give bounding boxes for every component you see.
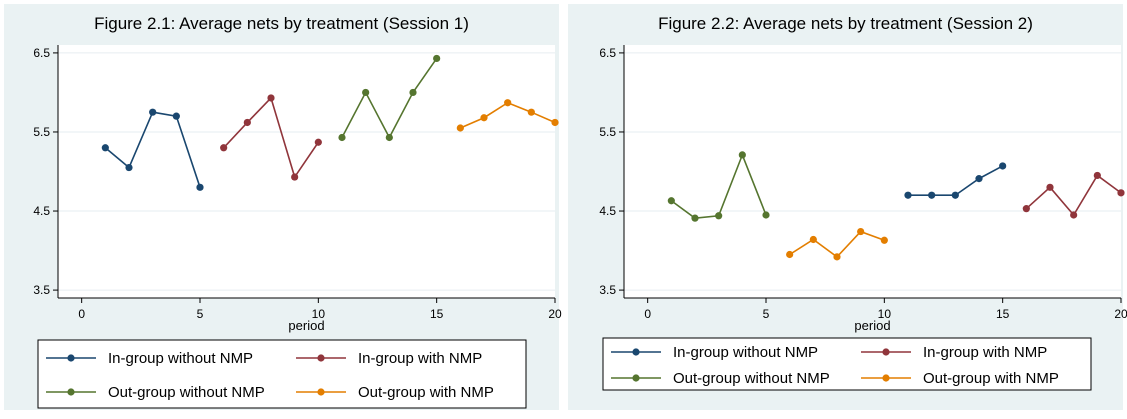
plot-area (58, 45, 555, 298)
legend-marker (67, 354, 75, 362)
x-tick-label: 15 (430, 307, 444, 321)
legend-marker (317, 354, 325, 362)
data-point (715, 212, 723, 220)
legend-label: In-group without NMP (108, 350, 253, 367)
x-tick-label: 20 (548, 307, 562, 321)
data-point (999, 162, 1007, 170)
y-tick-label: 3.5 (33, 283, 50, 297)
legend-label: In-group without NMP (673, 344, 818, 361)
chart-title: Figure 2.1: Average nets by treatment (S… (94, 14, 469, 33)
data-point (833, 253, 841, 261)
data-point (409, 88, 417, 97)
legend-label: Out-group with NMP (923, 370, 1059, 387)
data-point (125, 163, 133, 172)
data-point (786, 250, 794, 259)
legend-marker (882, 348, 890, 356)
data-point (809, 235, 817, 244)
x-tick-label: 0 (78, 307, 85, 321)
data-point (738, 151, 746, 159)
chart-panel-1: Figure 2.1: Average nets by treatment (S… (4, 4, 562, 410)
legend-box (602, 337, 1092, 391)
data-point (338, 133, 346, 142)
plot-area (624, 45, 1121, 298)
data-point (291, 173, 299, 181)
x-tick-label: 10 (312, 307, 326, 321)
x-tick-label: 20 (1114, 307, 1127, 321)
x-tick-label: 15 (996, 307, 1010, 321)
legend-marker (882, 374, 890, 382)
legend-marker (67, 388, 75, 396)
data-point (1117, 189, 1125, 197)
data-point (527, 108, 535, 116)
data-point (101, 144, 109, 152)
chart-title: Figure 2.2: Average nets by treatment (S… (658, 14, 1033, 33)
data-point (1046, 183, 1054, 191)
legend-marker (317, 388, 325, 396)
y-tick-label: 6.5 (599, 46, 616, 60)
data-point (267, 94, 275, 102)
data-point (362, 88, 370, 97)
data-point (880, 236, 888, 244)
data-point (149, 108, 157, 116)
data-point (480, 114, 488, 122)
data-point (1070, 211, 1078, 219)
y-tick-label: 3.5 (599, 283, 616, 297)
data-point (172, 112, 180, 120)
data-point (667, 197, 675, 205)
data-point (243, 118, 251, 127)
y-tick-label: 6.5 (33, 46, 50, 60)
data-point (762, 211, 770, 219)
data-point (504, 99, 512, 107)
data-point (456, 124, 464, 132)
legend-label: In-group with NMP (358, 350, 482, 367)
x-tick-label: 0 (644, 307, 651, 321)
data-point (1022, 205, 1030, 213)
x-tick-label: 10 (878, 307, 892, 321)
data-point (433, 54, 441, 63)
legend-marker (632, 348, 640, 356)
data-point (691, 214, 699, 222)
legend-label: In-group with NMP (923, 344, 1047, 361)
legend: In-group without NMP In-group with NMP Out… (37, 339, 527, 409)
data-point (857, 227, 865, 236)
y-tick-label: 5.5 (599, 125, 616, 139)
x-tick-label: 5 (197, 307, 204, 321)
data-point (196, 183, 204, 191)
data-point (220, 144, 228, 152)
y-tick-label: 5.5 (33, 125, 50, 139)
data-point (385, 133, 393, 142)
y-tick-label: 4.5 (599, 204, 616, 218)
data-point (904, 191, 912, 199)
data-point (551, 118, 559, 127)
data-point (314, 138, 322, 146)
data-point (1093, 171, 1101, 180)
x-tick-label: 5 (763, 307, 770, 321)
legend-label: Out-group without NMP (108, 384, 265, 401)
legend-label: Out-group without NMP (673, 370, 830, 387)
legend: In-group without NMP In-group with NMP Out… (602, 337, 1092, 391)
legend-label: Out-group with NMP (358, 384, 494, 401)
data-point (951, 191, 959, 199)
chart-panel-2: Figure 2.2: Average nets by treatment (S… (568, 4, 1127, 410)
legend-box (37, 339, 527, 409)
y-tick-label: 4.5 (33, 204, 50, 218)
x-axis-label: period (854, 318, 890, 333)
legend-marker (632, 374, 640, 382)
x-axis-label: period (288, 318, 324, 333)
data-point (928, 191, 936, 199)
data-point (975, 175, 983, 183)
